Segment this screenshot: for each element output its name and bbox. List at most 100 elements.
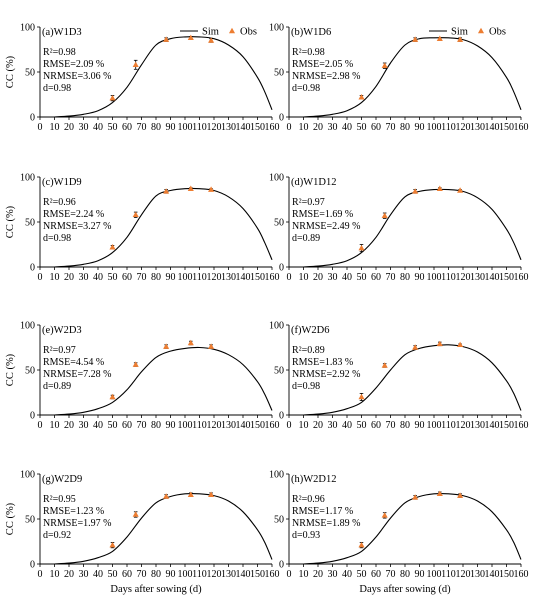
legend-label-sim: Sim — [451, 27, 468, 38]
x-tick-label: 0 — [287, 569, 292, 580]
x-tick-label: 130 — [470, 122, 485, 133]
obs-point — [163, 343, 170, 349]
x-tick-label: 30 — [79, 420, 89, 431]
triangle-marker-icon — [477, 27, 485, 34]
y-tick-label: 100 — [20, 321, 35, 332]
stat-line: NRMSE=2.92 % — [292, 369, 360, 380]
stat-line: RMSE=2.09 % — [43, 59, 104, 70]
x-tick-label: 50 — [357, 272, 367, 283]
obs-point — [358, 541, 365, 548]
y-tick-label: 100 — [269, 470, 284, 481]
x-tick-label: 60 — [371, 569, 381, 580]
x-tick-label: 60 — [371, 122, 381, 133]
legend: Sim Obs — [180, 27, 257, 38]
obs-point — [412, 344, 419, 350]
x-tick-label: 20 — [64, 420, 74, 431]
series-line-sim — [54, 187, 273, 268]
panel-title: (h)W2D12 — [291, 474, 337, 485]
x-tick-label: 0 — [287, 420, 292, 431]
x-tick-label: 20 — [313, 420, 323, 431]
stat-line: NRMSE=7.28 % — [43, 369, 111, 380]
panel-title: (a)W1D3 — [42, 27, 82, 38]
y-tick-label: 0 — [30, 560, 35, 571]
x-tick-label: 150 — [250, 272, 265, 283]
stat-line: NRMSE=1.89 % — [292, 518, 360, 529]
x-tick-label: 130 — [470, 272, 485, 283]
obs-point — [132, 511, 139, 517]
panel-c: 0 10 20 30 40 50 60 70 80 90 100 110 120 130 140 150 160… — [5, 173, 280, 284]
x-tick-label: 150 — [499, 569, 514, 580]
x-tick-label: 160 — [265, 272, 280, 283]
stat-line: R²=0.96 — [292, 494, 325, 505]
y-tick-label: 50 — [25, 68, 35, 79]
y-tick-label: 50 — [274, 515, 284, 526]
obs-point — [187, 34, 194, 41]
x-tick-label: 10 — [299, 272, 309, 283]
x-tick-label: 30 — [79, 272, 89, 283]
obs-point — [358, 393, 365, 400]
x-tick-label: 100 — [427, 272, 442, 283]
x-tick-label: 70 — [386, 569, 396, 580]
x-tick-label: 30 — [79, 569, 89, 580]
obs-point — [163, 493, 170, 499]
legend-label-obs: Obs — [240, 27, 257, 38]
x-tick-label: 90 — [166, 122, 176, 133]
obs-point — [381, 212, 388, 218]
x-tick-label: 90 — [166, 569, 176, 580]
panel-title: (c)W1D9 — [42, 177, 82, 188]
obs-point — [109, 541, 116, 548]
stat-line: R²=0.98 — [43, 47, 76, 58]
obs-point — [436, 35, 443, 41]
obs-point — [436, 340, 443, 347]
x-tick-label: 110 — [192, 272, 207, 283]
obs-point — [208, 491, 215, 497]
obs-point — [436, 490, 443, 497]
stat-line: d=0.98 — [43, 233, 71, 244]
x-tick-label: 80 — [400, 122, 410, 133]
x-tick-label: 100 — [178, 420, 193, 431]
x-tick-label: 110 — [192, 420, 207, 431]
obs-point — [109, 94, 116, 101]
x-tick-label: 90 — [415, 272, 425, 283]
series-line-sim — [303, 492, 522, 565]
x-tick-label: 100 — [427, 122, 442, 133]
x-tick-label: 90 — [166, 420, 176, 431]
series-line-sim — [54, 346, 273, 416]
x-tick-label: 140 — [485, 569, 500, 580]
stat-line: R²=0.97 — [43, 345, 76, 356]
panel-title: (d)W1D12 — [291, 177, 337, 188]
obs-point — [457, 341, 464, 348]
x-tick-label: 40 — [93, 420, 103, 431]
x-tick-label: 150 — [250, 420, 265, 431]
x-tick-label: 70 — [137, 569, 147, 580]
x-tick-label: 100 — [427, 569, 442, 580]
panel-title: (b)W1D6 — [291, 27, 331, 38]
obs-point — [358, 244, 365, 251]
obs-point — [109, 393, 116, 400]
x-tick-label: 20 — [313, 272, 323, 283]
x-tick-label: 120 — [207, 272, 222, 283]
stat-line: R²=0.89 — [292, 345, 325, 356]
x-tick-label: 30 — [328, 272, 338, 283]
y-tick-label: 50 — [274, 366, 284, 377]
obs-point — [132, 361, 139, 367]
obs-point — [208, 343, 215, 349]
x-tick-label: 150 — [499, 272, 514, 283]
y-tick-label: 0 — [279, 411, 284, 422]
stat-line: RMSE=4.54 % — [43, 357, 104, 368]
y-tick-label: 50 — [25, 218, 35, 229]
x-tick-label: 120 — [207, 420, 222, 431]
x-tick-label: 140 — [485, 420, 500, 431]
series-line-sim — [54, 492, 273, 565]
x-tick-label: 120 — [456, 420, 471, 431]
x-tick-label: 20 — [64, 569, 74, 580]
y-tick-label: 100 — [269, 23, 284, 34]
legend: Sim Obs — [429, 27, 506, 38]
x-tick-label: 40 — [342, 122, 352, 133]
series-line-sim — [303, 188, 522, 268]
x-tick-label: 60 — [371, 420, 381, 431]
obs-point — [381, 512, 388, 518]
x-tick-label: 0 — [38, 272, 43, 283]
x-tick-label: 120 — [456, 272, 471, 283]
x-tick-label: 60 — [122, 272, 132, 283]
